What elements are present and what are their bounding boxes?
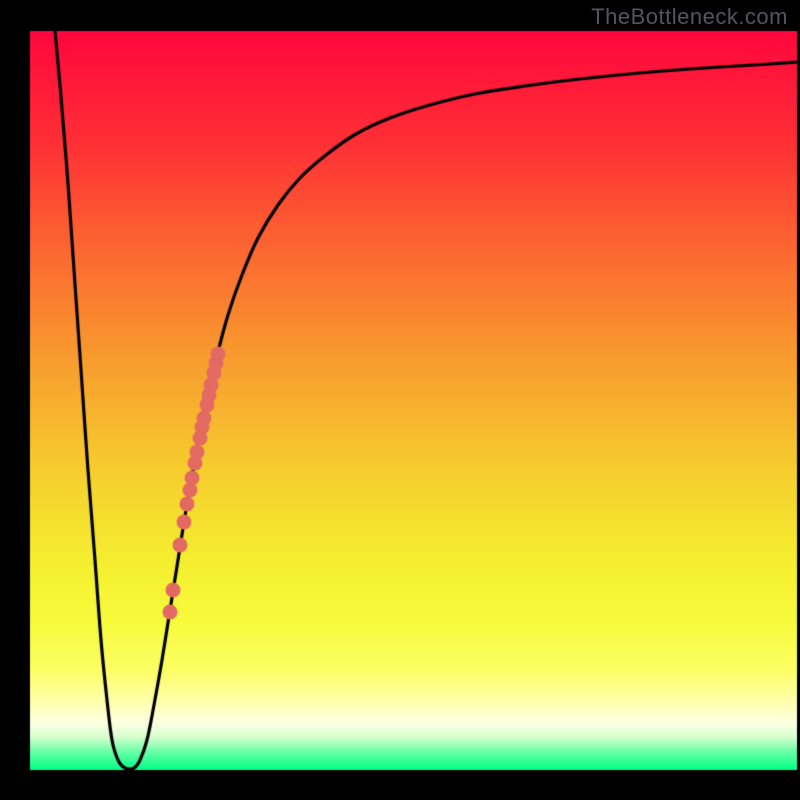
watermark-text: TheBottleneck.com — [591, 4, 788, 30]
chart-container: TheBottleneck.com — [0, 0, 800, 800]
bottleneck-chart-canvas — [0, 0, 800, 800]
